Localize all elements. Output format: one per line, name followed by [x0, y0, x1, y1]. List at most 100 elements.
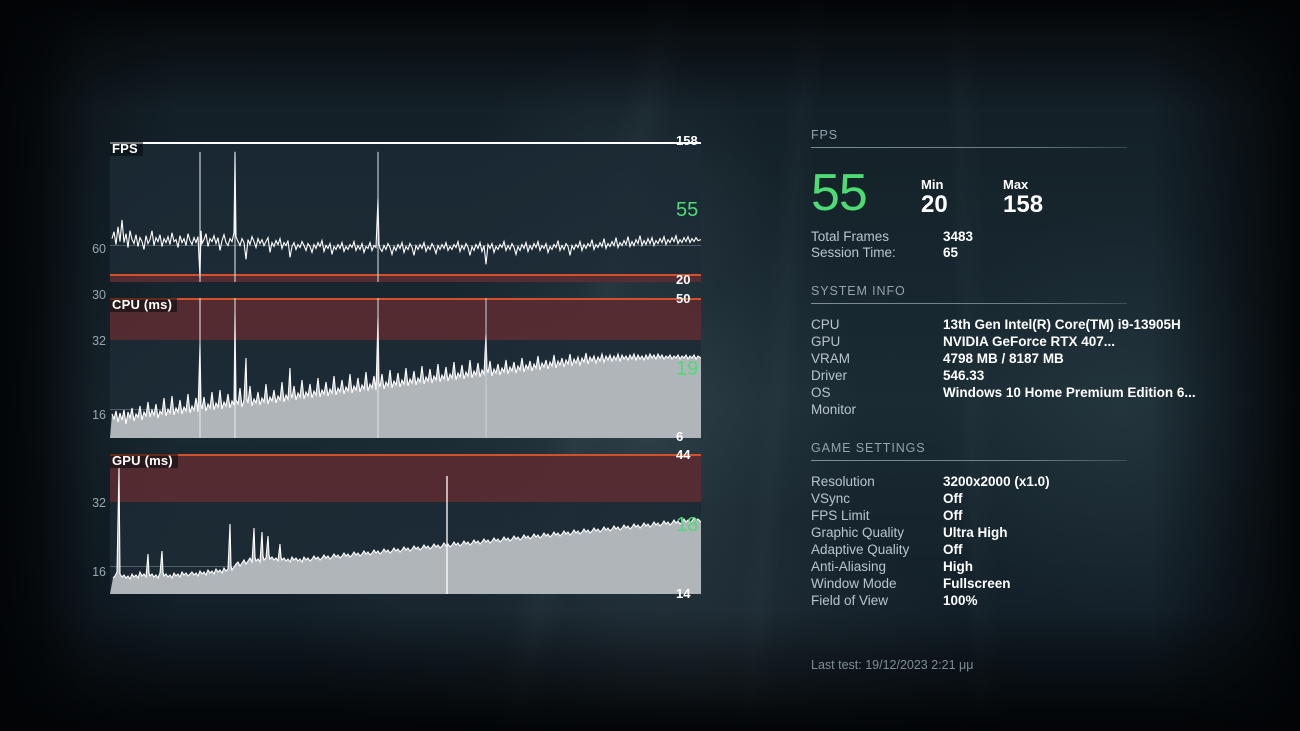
chart-cpu-title: CPU (ms)	[110, 298, 178, 312]
system-info-divider	[811, 303, 1127, 304]
chart-cpu-min-label: 6	[676, 429, 684, 444]
total-frames-row: Total Frames 3483	[811, 229, 1241, 245]
chart-gpu-trace	[110, 454, 701, 594]
game-setting-row: VSync Off	[811, 490, 1241, 507]
session-time-value: 65	[943, 245, 959, 260]
system-info-row: CPU 13th Gen Intel(R) Core(TM) i9-13905H	[811, 316, 1241, 333]
fps-stat-rows: Total Frames 3483 Session Time: 65	[811, 229, 1241, 261]
system-info-list: CPU 13th Gen Intel(R) Core(TM) i9-13905H…	[811, 316, 1241, 418]
system-info-key: Monitor	[811, 402, 857, 417]
chart-gpu-current-label: 18	[676, 514, 699, 536]
session-time-label: Session Time:	[811, 245, 896, 260]
system-info-value: NVIDIA GeForce RTX 407...	[943, 334, 1116, 349]
game-setting-row: Adaptive Quality Off	[811, 541, 1241, 558]
fps-min-value: 20	[921, 191, 948, 218]
game-settings-section: GAME SETTINGS Resolution 3200x2000 (x1.0…	[811, 441, 1241, 609]
game-settings-divider	[811, 460, 1127, 461]
chart-fps-current-label: 55	[676, 199, 699, 221]
system-info-value: 546.33	[943, 368, 985, 383]
chart-gpu-min-label: 14	[676, 586, 691, 601]
system-info-row: VRAM 4798 MB / 8187 MB	[811, 350, 1241, 367]
fps-max-label: Max	[1003, 177, 1029, 192]
chart-gpu-ytick-32: 32	[92, 496, 106, 510]
last-test-timestamp: Last test: 19/12/2023 2:21 μμ	[811, 658, 974, 672]
fps-max-block: Max 158	[1003, 177, 1085, 218]
system-info-value: 4798 MB / 8187 MB	[943, 351, 1064, 366]
system-info-value: Windows 10 Home Premium Edition 6...	[943, 385, 1196, 400]
game-setting-value: Off	[943, 542, 963, 557]
chart-gpu-ytick-16: 16	[92, 565, 106, 579]
total-frames-value: 3483	[943, 229, 974, 244]
chart-cpu-ytick-16: 16	[92, 408, 106, 422]
system-info-section: SYSTEM INFO CPU 13th Gen Intel(R) Core(T…	[811, 284, 1241, 418]
game-settings-list: Resolution 3200x2000 (x1.0) VSync Off FP…	[811, 473, 1241, 609]
info-column: FPS 55 Min 20 Max 158 Total Frames 3483	[811, 128, 1241, 609]
chart-fps-max-label: 158	[676, 133, 698, 148]
system-info-row: OS Windows 10 Home Premium Edition 6...	[811, 384, 1241, 401]
chart-fps-ytick-60: 60	[92, 242, 106, 256]
game-settings-header: GAME SETTINGS	[811, 441, 926, 455]
total-frames-label: Total Frames	[811, 229, 890, 244]
fps-summary-section: FPS 55 Min 20 Max 158 Total Frames 3483	[811, 128, 1241, 261]
chart-gpu-plot	[110, 454, 701, 594]
chart-fps-gridline-60	[110, 245, 701, 246]
game-setting-value: Fullscreen	[943, 576, 1011, 591]
game-setting-value: Off	[943, 508, 963, 523]
fps-current-value: 55	[811, 164, 868, 222]
chart-cpu-ytick-32: 32	[92, 334, 106, 348]
system-info-row: Monitor	[811, 401, 1241, 418]
chart-cpu-current-label: 19	[676, 358, 699, 380]
game-setting-key: Window Mode	[811, 576, 897, 591]
game-setting-key: Resolution	[811, 474, 875, 489]
game-setting-key: FPS Limit	[811, 508, 870, 523]
chart-fps-ytick-30: 30	[92, 288, 106, 302]
game-setting-row: Graphic Quality Ultra High	[811, 524, 1241, 541]
game-setting-row: Window Mode Fullscreen	[811, 575, 1241, 592]
chart-fps-plot	[110, 142, 701, 282]
system-info-value: 13th Gen Intel(R) Core(TM) i9-13905H	[943, 317, 1181, 332]
chart-fps-min-label: 20	[676, 272, 691, 287]
chart-fps-trace	[110, 144, 701, 282]
game-setting-row: Field of View 100%	[811, 592, 1241, 609]
system-info-header: SYSTEM INFO	[811, 284, 906, 298]
game-setting-value: High	[943, 559, 973, 574]
system-info-key: GPU	[811, 334, 841, 349]
system-info-key: Driver	[811, 368, 847, 383]
fps-section-divider	[811, 147, 1127, 148]
game-setting-value: 100%	[943, 593, 978, 608]
fps-min-label: Min	[921, 177, 944, 192]
game-setting-value: Off	[943, 491, 963, 506]
system-info-row: Driver 546.33	[811, 367, 1241, 384]
game-setting-key: Adaptive Quality	[811, 542, 910, 557]
charts-column: FPS 60 30 158 55 20	[76, 128, 701, 610]
chart-gpu-title: GPU (ms)	[110, 454, 178, 468]
chart-gpu: GPU (ms) 32 16 44 18 14	[76, 448, 701, 600]
system-info-key: CPU	[811, 317, 840, 332]
game-setting-row: Anti-Aliasing High	[811, 558, 1241, 575]
chart-gpu-max-label: 44	[676, 447, 691, 462]
system-info-key: VRAM	[811, 351, 851, 366]
chart-cpu-danger-band	[110, 298, 701, 340]
chart-cpu-max-label: 50	[676, 291, 691, 306]
system-info-key: OS	[811, 385, 831, 400]
fps-section-header: FPS	[811, 128, 839, 142]
system-info-row: GPU NVIDIA GeForce RTX 407...	[811, 333, 1241, 350]
spacer-after-system-info	[811, 418, 1241, 441]
chart-fps: FPS 60 30 158 55 20	[76, 134, 701, 301]
chart-cpu-trace	[110, 298, 701, 438]
fps-max-value: 158	[1003, 191, 1044, 218]
chart-fps-title: FPS	[110, 142, 143, 156]
game-setting-key: Field of View	[811, 593, 889, 608]
game-setting-key: VSync	[811, 491, 851, 506]
game-setting-row: Resolution 3200x2000 (x1.0)	[811, 473, 1241, 490]
spacer-after-fps	[811, 261, 1241, 284]
game-setting-value: Ultra High	[943, 525, 1008, 540]
session-time-row: Session Time: 65	[811, 245, 1241, 261]
chart-fps-danger-band	[110, 274, 701, 282]
game-setting-row: FPS Limit Off	[811, 507, 1241, 524]
fps-min-block: Min 20	[921, 177, 1003, 218]
game-setting-key: Anti-Aliasing	[811, 559, 887, 574]
chart-gpu-danger-band	[110, 454, 701, 502]
game-setting-key: Graphic Quality	[811, 525, 905, 540]
